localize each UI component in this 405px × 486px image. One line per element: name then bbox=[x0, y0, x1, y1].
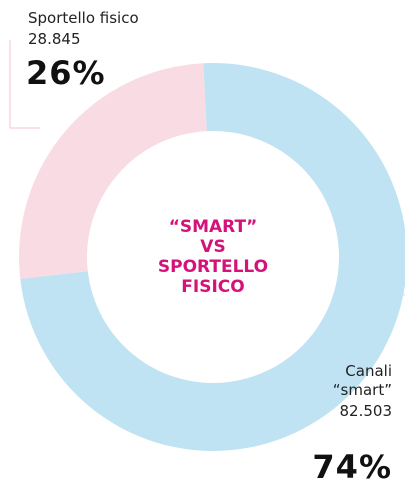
category-label: Canali “smart” bbox=[332, 362, 392, 400]
chart-title: “SMART” VS SPORTELLO FISICO bbox=[158, 217, 268, 297]
infographic: “SMART” VS SPORTELLO FISICO Sportello fi… bbox=[0, 0, 405, 486]
value-label: 74% bbox=[312, 448, 392, 486]
count-label: 28.845 bbox=[28, 30, 81, 49]
value-label: 26% bbox=[26, 54, 106, 92]
category-label: Sportello fisico bbox=[28, 9, 139, 28]
count-label: 82.503 bbox=[340, 402, 393, 421]
